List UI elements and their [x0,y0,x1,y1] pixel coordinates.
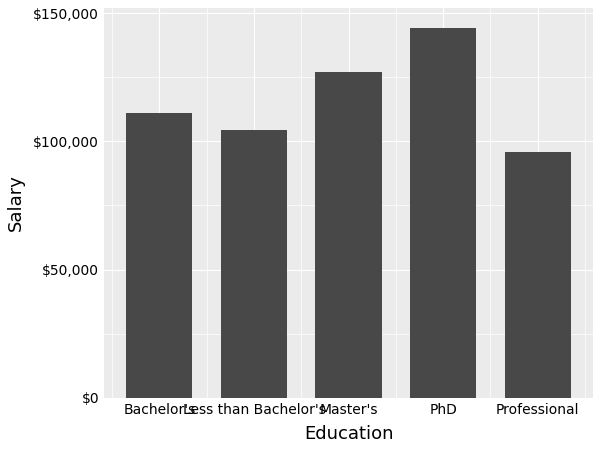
Y-axis label: Salary: Salary [7,175,25,231]
Bar [221,130,287,398]
X-axis label: Education: Education [304,425,393,443]
Bar [126,113,193,398]
Bar [316,72,382,398]
Bar [410,28,476,398]
Bar [505,152,571,398]
